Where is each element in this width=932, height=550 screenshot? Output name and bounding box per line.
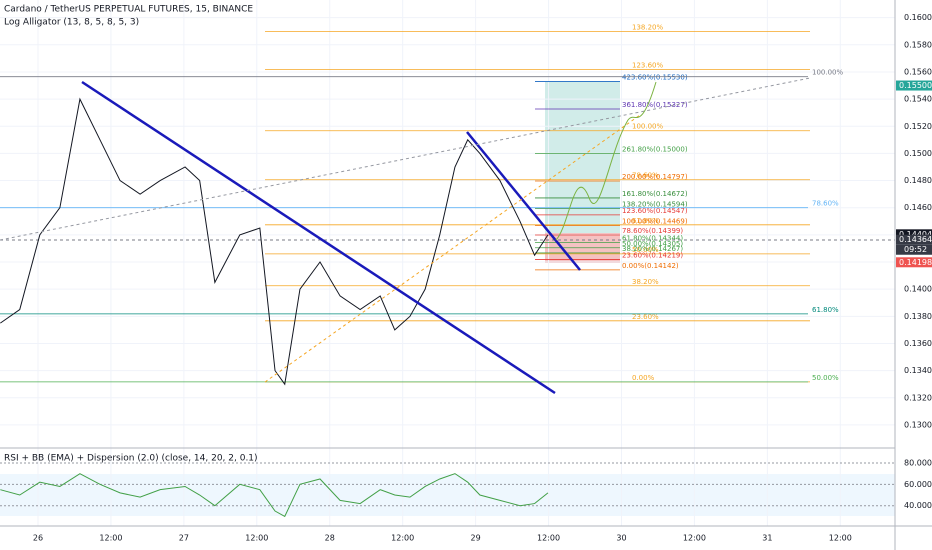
trendline bbox=[81, 80, 556, 395]
fib-label: 61.80% bbox=[632, 217, 659, 225]
price-badge-label: 0.14198 bbox=[899, 258, 932, 267]
x-tick-label: 12:00 bbox=[829, 534, 852, 543]
chart-title: Cardano / TetherUS PERPETUAL FUTURES, 15… bbox=[4, 5, 253, 15]
price-line bbox=[0, 473, 549, 518]
x-tick-label: 31 bbox=[762, 534, 772, 543]
rsi-title: RSI + BB (EMA) + Dispersion (2.0) (close… bbox=[4, 454, 258, 464]
fib-label: 61.80% bbox=[812, 306, 839, 314]
rsi-band bbox=[0, 474, 895, 516]
x-tick-label: 12:00 bbox=[391, 534, 414, 543]
fib-label: 138.20%(0.14594) bbox=[622, 201, 688, 209]
y-tick-label: 40.00000 bbox=[904, 501, 932, 510]
fib-anchor bbox=[264, 114, 641, 383]
fib-label: 78.60% bbox=[812, 200, 839, 208]
fib-label: 23.60%(0.14219) bbox=[622, 251, 683, 259]
fib-label: 123.60% bbox=[632, 62, 663, 70]
fib-label: 161.80%(0.14672) bbox=[622, 190, 688, 198]
fib-label: 100.00%(0.14469) bbox=[622, 217, 688, 225]
fib-label: 50.00% bbox=[632, 246, 659, 254]
countdown: 09:52 bbox=[904, 245, 927, 254]
x-tick-label: 12:00 bbox=[245, 534, 268, 543]
x-tick-label: 26 bbox=[33, 534, 43, 543]
price-badge bbox=[896, 229, 932, 240]
layer: 138.20%123.60%100.00%78.60%61.80%50.00%3… bbox=[0, 0, 895, 526]
fib-label: 38.20% bbox=[632, 278, 659, 286]
price-line bbox=[0, 97, 549, 386]
fib-label: 100.00% bbox=[812, 69, 843, 77]
x-tick-label: 30 bbox=[616, 534, 626, 543]
price-badge-label: 0.15500 bbox=[899, 81, 932, 90]
y-tick-label: 60.00000 bbox=[904, 480, 932, 489]
fib-label: 361.80%(0.15327) bbox=[622, 101, 688, 109]
price-badge-label: 0.14404 bbox=[899, 230, 932, 239]
trendline bbox=[466, 131, 581, 271]
indicator-label: Log Alligator (13, 8, 5, 8, 5, 3) bbox=[4, 18, 139, 28]
x-tick-label: 12:00 bbox=[537, 534, 560, 543]
y-tick-label: 0.15000 bbox=[904, 149, 932, 158]
y-tick-label: 80.00000 bbox=[904, 458, 932, 467]
fib-label: 423.60%(0.15530) bbox=[622, 73, 688, 81]
fib-label: 50.00% bbox=[812, 374, 839, 382]
fib-label: 78.60%(0.14399) bbox=[622, 227, 683, 235]
price-badge bbox=[896, 80, 932, 91]
fib-label: 78.60% bbox=[632, 172, 659, 180]
fib-label: 100.00% bbox=[632, 123, 663, 131]
fib-label: 23.60% bbox=[632, 313, 659, 321]
price-badge bbox=[896, 234, 932, 245]
fib-label: 50.00%(0.14305) bbox=[622, 240, 683, 248]
fib-label: 138.20% bbox=[632, 24, 663, 32]
fib-label: 38.20%(0.14267) bbox=[622, 245, 683, 253]
countdown-badge bbox=[896, 244, 932, 255]
target-zone bbox=[545, 82, 620, 233]
x-tick-label: 28 bbox=[325, 534, 335, 543]
fib-label: 0.00%(0.14142) bbox=[622, 262, 679, 270]
x-tick-label: 12:00 bbox=[99, 534, 122, 543]
price-badge bbox=[896, 257, 932, 268]
fib-label: 200.00%(0.14797) bbox=[622, 173, 688, 181]
fib-label: 61.80%(0.14344) bbox=[622, 234, 683, 242]
fib-label: 0.00% bbox=[632, 374, 655, 382]
x-tick-label: 12:00 bbox=[683, 534, 706, 543]
fib-label: 123.60%(0.14547) bbox=[622, 207, 688, 215]
x-tick-label: 29 bbox=[471, 534, 481, 543]
projection-path bbox=[555, 81, 657, 241]
price-badge-label: 0.14364 bbox=[899, 235, 932, 244]
x-tick-label: 27 bbox=[179, 534, 189, 543]
fib-label: 261.80%(0.15000) bbox=[622, 145, 688, 153]
